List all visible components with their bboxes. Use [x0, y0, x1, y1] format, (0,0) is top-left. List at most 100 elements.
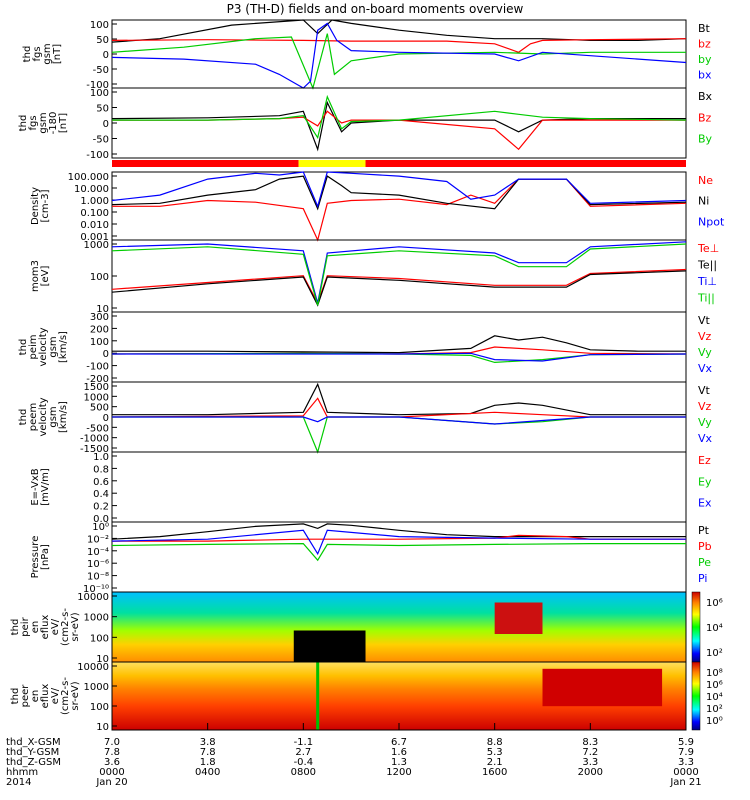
y-axis-label: thd	[22, 46, 33, 63]
y-tick-label: 0.100	[80, 208, 109, 219]
y-tick-label: 100	[90, 88, 109, 99]
legend-entry: Vz	[698, 400, 712, 413]
y-axis-label: [mV/m]	[40, 468, 51, 506]
x-axis-date-start: Jan 20	[95, 777, 127, 788]
x-axis-value: 1.8	[200, 757, 216, 768]
legend-entry: Vz	[698, 330, 712, 343]
x-axis-value: 1.3	[391, 757, 407, 768]
legend-entry: by	[698, 53, 712, 66]
series-line-Te||	[111, 270, 687, 307]
y-tick-label: 100	[90, 633, 109, 644]
y-tick-label: -50	[93, 65, 109, 76]
y-tick-label: 0.001	[80, 232, 109, 243]
series-line-Ne	[112, 178, 687, 242]
y-tick-label: -1500	[80, 444, 109, 455]
series-line-by	[111, 33, 686, 90]
spectrogram-hot-region	[494, 602, 543, 634]
series-line-Vy	[112, 416, 686, 454]
legend-entry: Bx	[698, 90, 713, 103]
y-axis-label: en	[30, 621, 41, 634]
y-axis-label: en	[30, 690, 41, 703]
series-line-By	[112, 94, 687, 140]
y-tick-label: 0.8	[93, 464, 109, 475]
y-axis-label: E=-VxB	[30, 468, 41, 505]
x-axis-year: 2014	[6, 777, 31, 788]
x-axis-date-end: Jan 21	[669, 777, 701, 788]
x-axis-value: 1200	[386, 767, 411, 778]
x-axis-row-label: thd_Y-GSM	[6, 747, 59, 758]
legend-entry: Npot	[698, 215, 725, 228]
legend-entry: Ez	[698, 454, 711, 467]
y-axis-label: (cm2-s-	[60, 677, 71, 715]
y-axis-label: -180	[48, 112, 59, 135]
colorbar-tick-label: 10²	[706, 704, 723, 715]
x-axis-row-label: thd_X-GSM	[6, 737, 61, 748]
legend-entry: Ex	[698, 497, 712, 510]
x-axis-value: 3.8	[200, 737, 216, 748]
mode-bar-segment-0	[112, 160, 299, 167]
x-axis-value: 7.0	[104, 737, 120, 748]
y-axis-label: [eV]	[40, 266, 51, 287]
y-tick-label: 1500	[84, 382, 109, 393]
y-tick-label: 0	[103, 119, 109, 130]
y-axis-label: (cm2-s-	[60, 608, 71, 646]
panel-1: 100 50 0 -50 -100 thd fgs gsm -180 [nT] Bx Bz By	[18, 87, 713, 161]
y-tick-label: -100	[86, 80, 109, 91]
y-axis-label: [cm-3]	[40, 189, 51, 222]
legend-entry: Vt	[698, 314, 711, 327]
y-axis-label: [km/s]	[58, 401, 69, 433]
series-line-Bx	[111, 100, 686, 152]
y-tick-label: -50	[93, 135, 109, 146]
panel-frame	[111, 87, 687, 159]
y-tick-label: 10⁻¹⁰	[83, 584, 109, 595]
series-line-Te⊥	[111, 268, 687, 305]
series-line-Pt	[111, 523, 686, 540]
y-tick-label: 0	[103, 349, 109, 360]
y-tick-label: 10.000	[74, 184, 109, 195]
legend-entry: bz	[698, 38, 711, 51]
panel-6: 1.00.8 0.60.4 0.20.0 E=-VxB [mV/m] Ez Ey Ex	[30, 451, 712, 525]
legend-entry: Vy	[698, 346, 712, 359]
y-axis-label: gsm	[48, 406, 59, 427]
y-tick-label: 1000	[84, 613, 109, 624]
legend-entry: Bt	[698, 22, 711, 35]
y-axis-label: peir	[20, 616, 31, 636]
x-axis-value: 3.3	[678, 757, 694, 768]
x-axis-value: 0800	[291, 767, 316, 778]
x-axis-value: 7.8	[104, 747, 120, 758]
spectrogram-image	[112, 592, 686, 662]
y-axis-label: eV/	[50, 618, 61, 635]
series-line-Bz	[112, 110, 686, 151]
y-tick-label: 100	[90, 702, 109, 713]
y-axis-label: fgs	[28, 115, 39, 130]
panel-3: 1000 100 10 mom3 [eV] Te⊥ Te|| Ti⊥ Ti||	[30, 239, 719, 315]
y-axis-label: eV/	[50, 687, 61, 704]
y-tick-label: 50	[96, 35, 109, 46]
colorbar	[691, 661, 701, 731]
chart-title: P3 (TH-D) fields and on-board moments ov…	[226, 2, 524, 16]
colorbar-tick-label: 10²	[706, 648, 723, 659]
x-axis-row-label: thd_Z-GSM	[6, 757, 61, 768]
spectrogram-gap	[293, 630, 366, 662]
y-tick-label: 10⁻⁴	[87, 547, 109, 558]
series-line-Vx	[112, 352, 687, 362]
y-tick-label: 0.4	[93, 489, 109, 500]
y-tick-label: 10⁻⁸	[87, 572, 109, 583]
y-tick-label: 1000	[84, 392, 109, 403]
x-axis-value: 5.3	[487, 747, 503, 758]
series-line-Vx	[112, 416, 686, 425]
colorbar-tick-label: 10⁸	[706, 668, 723, 679]
y-axis-label: [nT]	[58, 113, 69, 133]
series-line-Ti⊥	[111, 241, 687, 304]
panel-8: 10⁶ 10⁴ 10² 10000 1000 100 10 thd peir en eflux eV/…	[10, 591, 723, 665]
y-tick-label: -200	[86, 374, 109, 385]
y-tick-label: 1000	[84, 682, 109, 693]
y-tick-label: 1000	[84, 240, 109, 251]
x-axis-value: 2000	[578, 767, 603, 778]
legend-entry: Ti⊥	[697, 275, 717, 288]
y-axis-label: gsm	[48, 336, 59, 357]
